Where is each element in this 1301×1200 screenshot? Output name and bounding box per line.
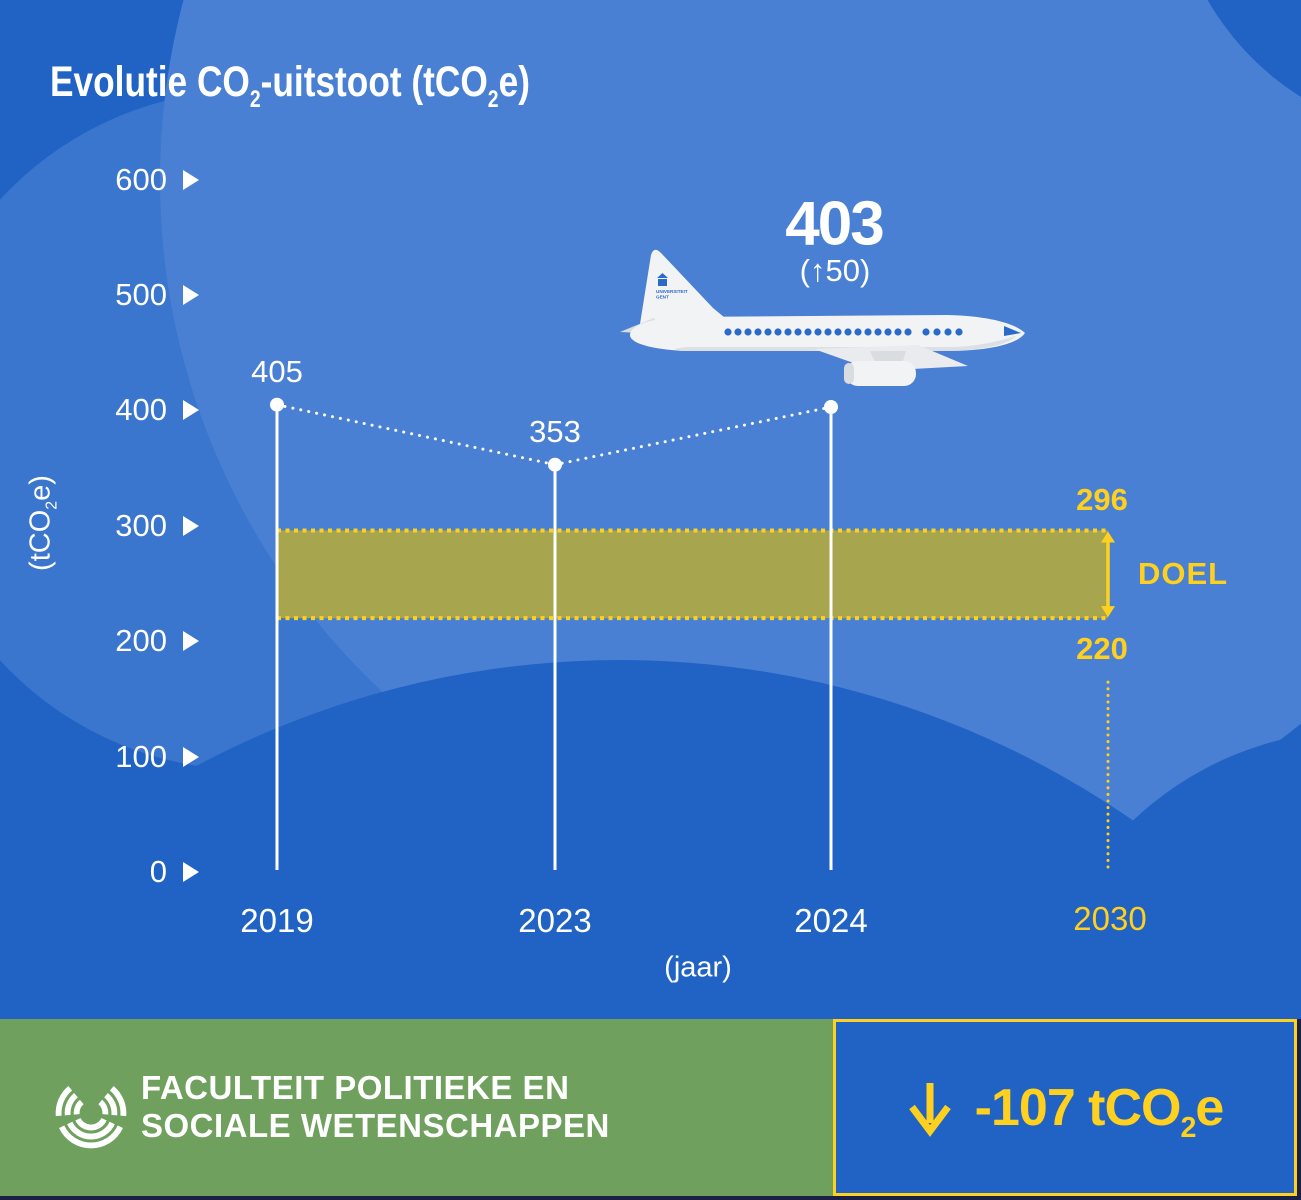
ugent-logo-icon bbox=[657, 273, 668, 278]
ugent-logo-icon bbox=[658, 279, 667, 286]
faculty-name-line2: SOCIALE WETENSCHAPPEN bbox=[141, 1107, 610, 1144]
airplane-belly-shade bbox=[675, 336, 1016, 351]
faculty-banner: FACULTEIT POLITIEKE EN SOCIALE WETENSCHA… bbox=[0, 1019, 833, 1200]
arrow-head-down bbox=[1101, 606, 1115, 618]
airplane-tail-fin bbox=[640, 249, 730, 324]
tail-logo-text: UNIVERSITEIT bbox=[656, 289, 688, 294]
chart-title: Evolutie CO2-uitstoot (tCO2e) bbox=[50, 58, 530, 113]
trend-dotted-line bbox=[275, 403, 833, 467]
delta-unit: e bbox=[1195, 1078, 1224, 1137]
right-edge-strip bbox=[1297, 1019, 1301, 1196]
title-text: Evolutie CO bbox=[50, 58, 250, 106]
ugent-tail-logo: UNIVERSITEIT GENT bbox=[656, 273, 688, 300]
title-subscript: 2 bbox=[487, 86, 499, 113]
arrow-head-up bbox=[1101, 531, 1115, 543]
faculty-name-line1: FACULTEIT POLITIEKE EN bbox=[141, 1069, 570, 1106]
title-text: -uitstoot (tCO bbox=[260, 58, 488, 106]
data-point-2024 bbox=[824, 400, 838, 415]
delta-value: -107 tCO2e bbox=[974, 1078, 1225, 1145]
title-text: e) bbox=[498, 58, 530, 106]
airplane-illustration: UNIVERSITEIT GENT bbox=[620, 249, 1025, 386]
airplane-cockpit-window bbox=[1004, 326, 1021, 336]
delta-unit: tCO bbox=[1074, 1078, 1181, 1137]
delta-unit-subscript: 2 bbox=[1180, 1112, 1197, 1145]
faculty-logo-icon bbox=[55, 1086, 127, 1149]
airplane-engine-intake bbox=[844, 363, 854, 384]
delta-number: -107 bbox=[974, 1078, 1076, 1137]
data-point-2019 bbox=[270, 397, 284, 412]
emissions-delta-badge: -107 tCO2e bbox=[833, 1019, 1297, 1196]
airplane-engine bbox=[846, 361, 916, 386]
target-band bbox=[277, 530, 1108, 619]
data-point-2023 bbox=[548, 457, 562, 472]
down-arrow-icon bbox=[908, 1082, 951, 1137]
airplane-engine-pylon bbox=[870, 351, 906, 364]
faculty-name: FACULTEIT POLITIEKE EN SOCIALE WETENSCHA… bbox=[141, 1069, 610, 1145]
title-subscript: 2 bbox=[249, 86, 261, 113]
bottom-edge-strip bbox=[0, 1196, 1301, 1200]
tail-logo-text: GENT bbox=[656, 295, 669, 300]
airplane-windows bbox=[724, 328, 963, 336]
